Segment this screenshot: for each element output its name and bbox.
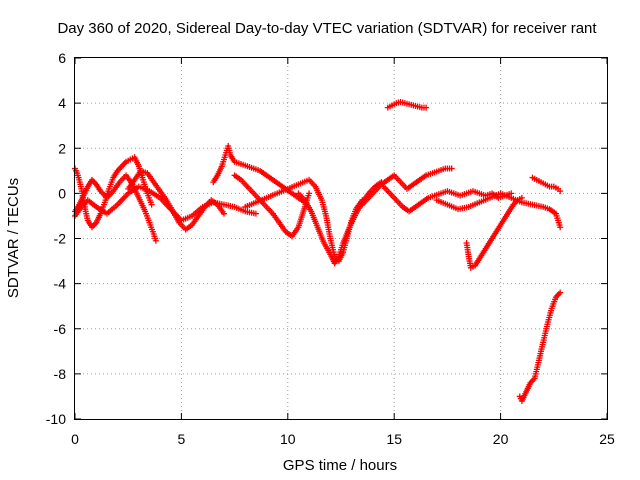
- data-series-trace-4: [125, 167, 227, 233]
- y-tick-label: -8: [54, 366, 67, 382]
- plot-frame: [74, 57, 608, 420]
- y-tick-label: 6: [58, 50, 66, 66]
- x-tick-label: 15: [386, 431, 402, 447]
- y-tick-label: -2: [54, 231, 67, 247]
- y-tick-label: -4: [54, 276, 67, 292]
- data-series-trace-11: [384, 98, 430, 111]
- y-axis-label: SDTVAR / TECUs: [5, 178, 22, 298]
- x-tick-label: 20: [493, 431, 509, 447]
- x-tick-label: 25: [599, 431, 615, 447]
- data-layer: [72, 98, 564, 404]
- data-series-trace-13: [433, 190, 564, 231]
- data-point: [448, 165, 455, 172]
- data-series-trace-2: [72, 172, 159, 244]
- data-point: [423, 104, 430, 111]
- data-series-trace-7: [242, 176, 366, 265]
- x-tick-label: 5: [178, 431, 186, 447]
- y-tick-label: -10: [46, 411, 66, 427]
- y-tick-label: -6: [54, 321, 67, 337]
- data-series-trace-5: [210, 142, 308, 206]
- data-point: [252, 210, 259, 217]
- data-point: [148, 201, 155, 208]
- chart-title: Day 360 of 2020, Sidereal Day-to-day VTE…: [57, 20, 597, 37]
- data-point: [557, 224, 564, 231]
- y-tick-label: 0: [58, 185, 66, 201]
- y-tick-label: 4: [58, 95, 66, 111]
- data-point: [220, 210, 227, 217]
- y-tick-label: 2: [58, 140, 66, 156]
- data-series-trace-3: [72, 183, 259, 224]
- data-point: [306, 190, 313, 197]
- data-point: [557, 188, 564, 195]
- x-tick-label: 0: [71, 431, 79, 447]
- x-axis-label: GPS time / hours: [283, 457, 397, 474]
- data-series-trace-15: [516, 289, 564, 404]
- data-series-trace-14: [529, 174, 564, 195]
- data-point: [557, 289, 564, 296]
- x-tick-label: 10: [280, 431, 296, 447]
- data-series-trace-9: [359, 165, 455, 208]
- data-series-trace-8: [295, 179, 385, 267]
- data-point: [152, 237, 159, 244]
